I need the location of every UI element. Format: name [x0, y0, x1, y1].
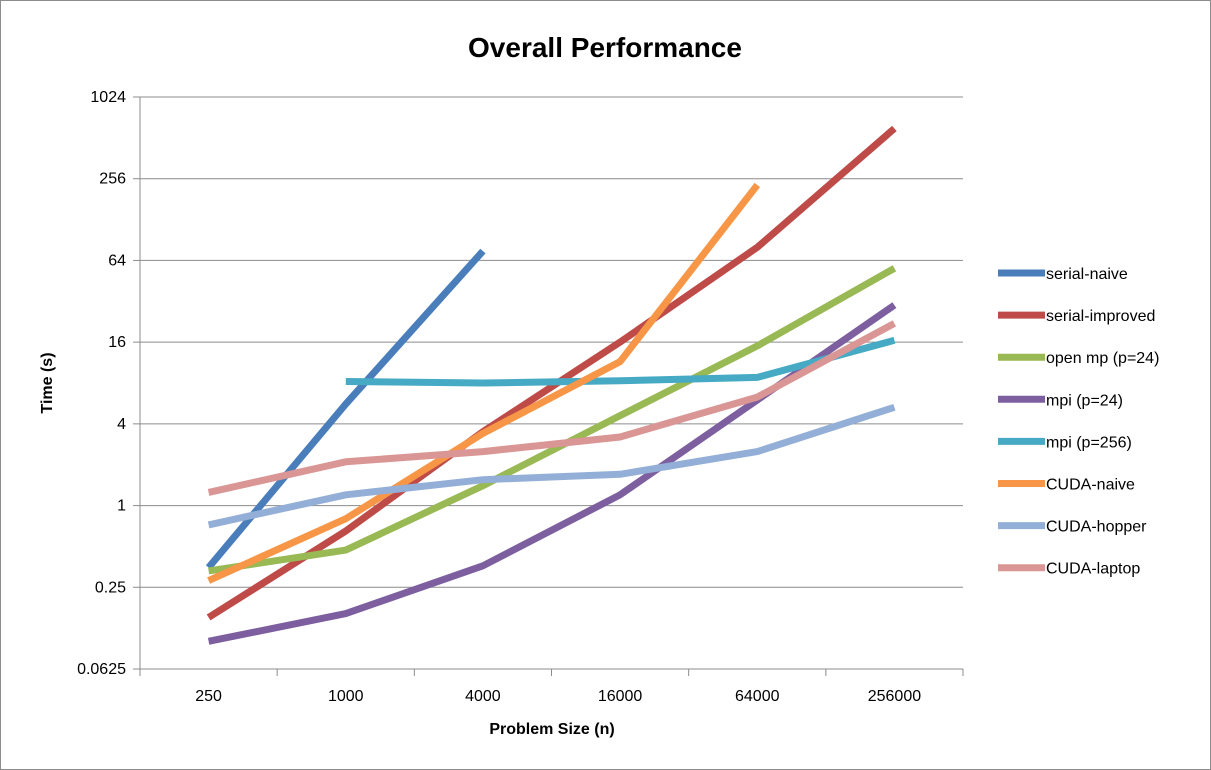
- y-tick-label: 16: [108, 334, 126, 351]
- series-line-6: [207, 403, 896, 529]
- legend-label-0: serial-naive: [1046, 266, 1128, 283]
- y-axis-ticks: 0.0625 0.25 1 4 16 64 256 1024: [77, 89, 140, 678]
- legend: serial-naive serial-improved open mp (p=24…: [998, 266, 1159, 578]
- axes: [139, 97, 963, 670]
- legend-label-6: CUDA-hopper: [1046, 519, 1147, 536]
- x-tick-label: 256000: [868, 688, 921, 705]
- y-tick-label: 1: [117, 498, 126, 515]
- x-tick-label: 16000: [598, 688, 643, 705]
- x-tick-label: 4000: [465, 688, 501, 705]
- y-tick-label: 0.25: [95, 579, 126, 596]
- y-tick-label: 1024: [90, 89, 126, 106]
- series-line-7: [207, 320, 897, 496]
- y-axis-label: Time (s): [39, 352, 56, 413]
- series-line-2: [208, 265, 897, 575]
- legend-label-7: CUDA-laptop: [1046, 561, 1140, 578]
- x-tick-label: 1000: [328, 688, 364, 705]
- legend-label-4: mpi (p=256): [1046, 434, 1132, 451]
- y-tick-label: 256: [99, 171, 126, 188]
- x-axis-ticks: 250 1000 4000 16000 64000 256000: [139, 669, 964, 705]
- y-tick-label: 64: [108, 252, 126, 269]
- chart-title: Overall Performance: [468, 32, 742, 63]
- series-line-4: [345, 336, 896, 387]
- legend-label-5: CUDA-naive: [1046, 477, 1135, 494]
- x-axis-label: Problem Size (n): [489, 721, 614, 738]
- series-lines: [205, 125, 897, 645]
- legend-label-3: mpi (p=24): [1046, 392, 1123, 409]
- legend-label-2: open mp (p=24): [1046, 350, 1159, 367]
- series-line-1: [206, 125, 897, 621]
- legend-label-1: serial-improved: [1046, 308, 1155, 325]
- y-tick-label: 0.0625: [77, 661, 126, 678]
- y-tick-label: 4: [117, 416, 126, 433]
- gridlines: [140, 96, 963, 670]
- x-tick-label: 64000: [735, 688, 780, 705]
- series-line-5: [207, 182, 761, 584]
- x-tick-label: 250: [195, 688, 222, 705]
